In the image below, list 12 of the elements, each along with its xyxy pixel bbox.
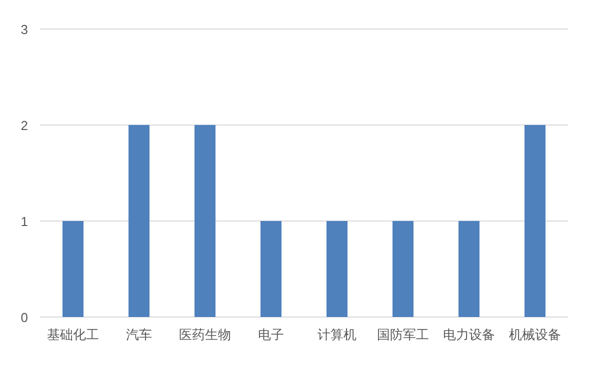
x-tick-label: 国防军工	[377, 327, 429, 342]
y-tick-label: 2	[20, 118, 28, 133]
x-tick-label: 电力设备	[443, 327, 495, 342]
x-tick-label: 电子	[258, 327, 284, 342]
y-tick-label: 0	[20, 310, 28, 325]
y-tick-label: 3	[20, 22, 28, 37]
x-tick-label: 机械设备	[509, 327, 561, 342]
x-tick-label: 计算机	[318, 327, 356, 342]
y-tick-label: 1	[20, 214, 28, 229]
x-tick-label: 汽车	[126, 327, 152, 342]
x-tick-label: 基础化工	[47, 327, 99, 342]
x-tick-label: 医药生物	[179, 327, 231, 342]
